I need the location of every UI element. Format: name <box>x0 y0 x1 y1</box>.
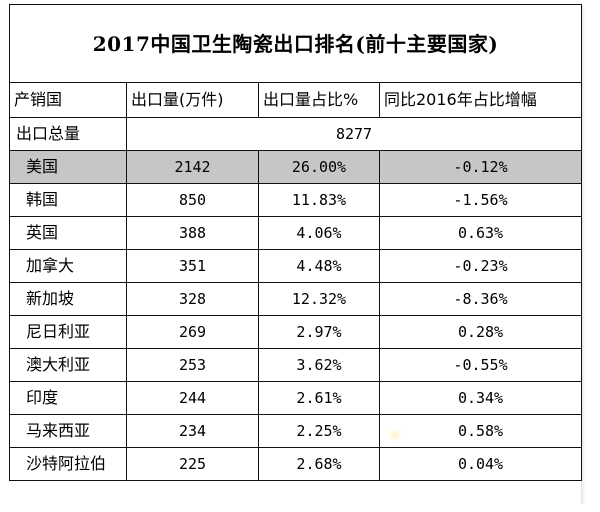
cell-volume: 351 <box>126 249 259 283</box>
cell-country: 马来西亚 <box>9 414 127 448</box>
cell-yoy: -8.36% <box>378 282 583 316</box>
cell-country: 尼日利亚 <box>9 315 127 349</box>
table-row: 澳大利亚 253 3.62% -0.55% <box>9 348 583 382</box>
cell-yoy: -0.55% <box>378 348 583 382</box>
cell-country: 新加坡 <box>9 282 127 316</box>
cell-yoy: -1.56% <box>378 183 583 217</box>
table-row: 英国 388 4.06% 0.63% <box>9 216 583 250</box>
table-row: 新加坡 328 12.32% -8.36% <box>9 282 583 316</box>
cell-volume: 388 <box>126 216 259 250</box>
cell-volume: 253 <box>126 348 259 382</box>
cell-share: 2.97% <box>258 315 380 349</box>
total-value: 8277 <box>125 117 583 151</box>
cell-volume: 2142 <box>126 150 259 184</box>
cell-share: 3.62% <box>258 348 380 382</box>
header-yoy: 同比2016年占比增幅 <box>378 82 583 118</box>
header-row: 产销国 出口量(万件) 出口量占比% 同比2016年占比增幅 <box>9 82 583 118</box>
cell-country: 澳大利亚 <box>9 348 127 382</box>
table-row: 马来西亚 234 2.25% 0.58% <box>9 414 583 448</box>
cell-volume: 850 <box>126 183 259 217</box>
cell-yoy: 0.04% <box>378 447 583 481</box>
cell-share: 11.83% <box>258 183 380 217</box>
cell-yoy: 0.34% <box>378 381 583 415</box>
cell-yoy: 0.28% <box>378 315 583 349</box>
table-row: 韩国 850 11.83% -1.56% <box>9 183 583 217</box>
cell-share: 2.68% <box>258 447 380 481</box>
table-row: 美国 2142 26.00% -0.12% <box>9 150 583 184</box>
table-row: 沙特阿拉伯 225 2.68% 0.04% <box>9 447 583 481</box>
header-country: 产销国 <box>9 82 127 118</box>
cell-share: 4.48% <box>258 249 380 283</box>
cell-share: 4.06% <box>258 216 380 250</box>
cell-country: 美国 <box>9 150 127 184</box>
cell-share: 26.00% <box>258 150 380 184</box>
total-row: 出口总量 8277 <box>9 117 583 151</box>
cell-country: 沙特阿拉伯 <box>9 447 127 481</box>
cell-yoy: 0.58% <box>378 414 583 448</box>
export-ranking-table: 2017中国卫生陶瓷出口排名(前十主要国家) 产销国 出口量(万件) 出口量占比… <box>8 4 583 481</box>
cell-country: 印度 <box>9 381 127 415</box>
cell-country: 英国 <box>9 216 127 250</box>
cell-share: 2.61% <box>258 381 380 415</box>
cell-volume: 269 <box>126 315 259 349</box>
cell-share: 2.25% <box>258 414 380 448</box>
edge-shadow <box>581 6 585 504</box>
cell-volume: 225 <box>126 447 259 481</box>
table-title: 2017中国卫生陶瓷出口排名(前十主要国家) <box>8 4 583 83</box>
photo-glare <box>388 428 402 442</box>
title-row: 2017中国卫生陶瓷出口排名(前十主要国家) <box>8 4 583 83</box>
cell-yoy: 0.63% <box>378 216 583 250</box>
cell-volume: 234 <box>126 414 259 448</box>
table-row: 尼日利亚 269 2.97% 0.28% <box>9 315 583 349</box>
header-volume: 出口量(万件) <box>126 82 259 118</box>
cell-share: 12.32% <box>258 282 380 316</box>
total-label: 出口总量 <box>9 117 127 151</box>
header-share: 出口量占比% <box>258 82 380 118</box>
cell-yoy: -0.12% <box>378 150 583 184</box>
cell-yoy: -0.23% <box>378 249 583 283</box>
cell-country: 韩国 <box>9 183 127 217</box>
table-row: 加拿大 351 4.48% -0.23% <box>9 249 583 283</box>
cell-volume: 328 <box>126 282 259 316</box>
table-row: 印度 244 2.61% 0.34% <box>9 381 583 415</box>
cell-country: 加拿大 <box>9 249 127 283</box>
cell-volume: 244 <box>126 381 259 415</box>
